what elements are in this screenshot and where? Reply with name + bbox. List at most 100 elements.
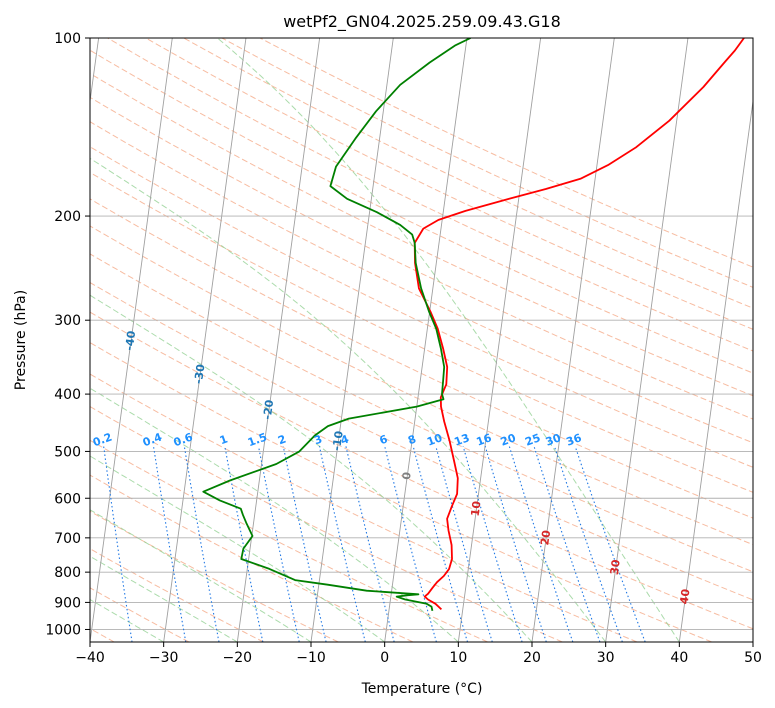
dry-adiabat [90, 406, 563, 642]
dry-adiabat [90, 439, 488, 642]
dry-adiabat [90, 49, 753, 374]
mixing-ratio-label: 20 [499, 431, 518, 449]
isotherm-label: -40 [123, 330, 139, 352]
x-tick-label: 20 [523, 650, 541, 666]
mixing-ratio-line [224, 446, 264, 642]
dry-adiabat [90, 373, 638, 642]
y-tick-label: 800 [54, 565, 81, 581]
reference-lines [90, 38, 753, 642]
mixing-ratio-label: 16 [475, 431, 494, 449]
annotations: -100-90-80-70-60-50-40-30-20-10010203040… [91, 330, 693, 605]
x-tick-label: −40 [75, 650, 105, 666]
isotherm-label: 10 [469, 500, 484, 517]
isotherm-line [90, 38, 173, 642]
isotherm-line [163, 38, 247, 642]
mixing-ratio-label: 10 [425, 431, 444, 449]
y-axis-label: Pressure (hPa) [13, 290, 29, 390]
mixing-ratio-label: 13 [452, 431, 471, 448]
mixing-ratio-line [574, 446, 646, 642]
x-axis-label: Temperature (°C) [361, 681, 483, 697]
mixing-ratio-line [282, 446, 327, 642]
x-tick-label: 30 [597, 650, 615, 666]
moist-adiabat [90, 509, 312, 642]
mixing-ratio-label: 2 [276, 433, 288, 448]
dry-adiabat [90, 198, 753, 519]
isotherm-line [605, 38, 689, 642]
mixing-ratio-line [484, 446, 547, 642]
dry-adiabat [90, 225, 753, 546]
dry-adiabat [90, 510, 339, 642]
x-tick-label: 10 [449, 650, 467, 666]
mixing-ratio-label: 0.6 [172, 430, 195, 449]
y-tick-label: 500 [54, 444, 81, 460]
isotherm-line [678, 98, 753, 642]
dry-adiabat [90, 72, 753, 397]
dewpoint-profile-line [202, 38, 471, 611]
dry-adiabat [90, 311, 753, 630]
mixing-ratio-line [462, 446, 523, 642]
mixing-ratio-line [435, 446, 493, 642]
mixing-ratio-line [257, 446, 300, 642]
x-tick-label: −20 [223, 650, 253, 666]
mixing-ratio-label: 1.5 [246, 430, 269, 449]
temperature-profile-line [413, 38, 745, 611]
y-tick-label: 400 [54, 387, 81, 403]
y-tick-label: 1000 [45, 622, 81, 638]
y-tick-label: 700 [54, 531, 81, 547]
isotherm-label: 20 [538, 529, 553, 546]
mixing-ratio-line [384, 446, 437, 642]
y-tick-label: 200 [54, 209, 81, 225]
mixing-ratio-label: 36 [565, 431, 584, 449]
isotherm-label: 30 [608, 558, 623, 575]
isotherm-line [457, 38, 542, 642]
dry-adiabat [90, 548, 264, 642]
y-tick-label: 300 [54, 313, 81, 329]
axis-ticks: −40 −30 −20 −10 0 10 20 30 40 5010020030040050060… [45, 31, 762, 666]
moist-adiabat [90, 455, 385, 642]
x-tick-label: 40 [670, 650, 688, 666]
isotherm-line [236, 38, 321, 642]
x-tick-label: 0 [380, 650, 389, 666]
x-tick-label: −30 [149, 650, 179, 666]
mixing-ratio-line [533, 446, 601, 642]
mixing-ratio-label: 25 [523, 431, 542, 448]
mixing-ratio-label: 6 [378, 432, 390, 447]
dry-adiabat [107, 38, 753, 352]
plot-frame [89, 37, 754, 643]
mixing-ratio-label: 0.4 [141, 430, 164, 449]
isotherm-line [310, 38, 394, 642]
moist-adiabat [90, 294, 533, 642]
x-tick-label: −10 [296, 650, 326, 666]
mixing-ratio-label: 8 [406, 433, 418, 448]
isotherm-line [384, 38, 468, 642]
x-tick-label: 50 [744, 650, 762, 666]
dry-adiabat [183, 38, 753, 309]
dry-adiabat [90, 146, 753, 468]
mixing-ratio-line [553, 446, 623, 642]
isotherm-label: -10 [330, 430, 346, 452]
mixing-ratio-line [412, 446, 469, 642]
y-tick-label: 100 [54, 31, 81, 47]
mixing-ratio-label: 3 [312, 433, 324, 448]
isotherm-label: 40 [678, 588, 693, 605]
mixing-ratio-line [318, 446, 366, 642]
y-tick-label: 900 [54, 595, 81, 611]
mixing-ratio-label: 0.2 [91, 430, 114, 449]
isotherm-line [531, 38, 615, 642]
isotherm-label: 0 [400, 471, 414, 481]
moist-adiabat [217, 38, 680, 642]
isotherm-label: -20 [261, 399, 277, 421]
mixing-ratio-line [103, 446, 133, 642]
mixing-ratio-label: 30 [544, 431, 563, 449]
mixing-ratio-line [183, 446, 220, 642]
mixing-ratio-line [508, 446, 574, 642]
moist-adiabat [90, 598, 164, 642]
profiles [202, 38, 745, 611]
mixing-ratio-label: 4 [339, 432, 351, 447]
mixing-ratio-label: 1 [218, 433, 230, 448]
mixing-ratio-line [345, 446, 395, 642]
mixing-ratio-line [152, 446, 187, 642]
